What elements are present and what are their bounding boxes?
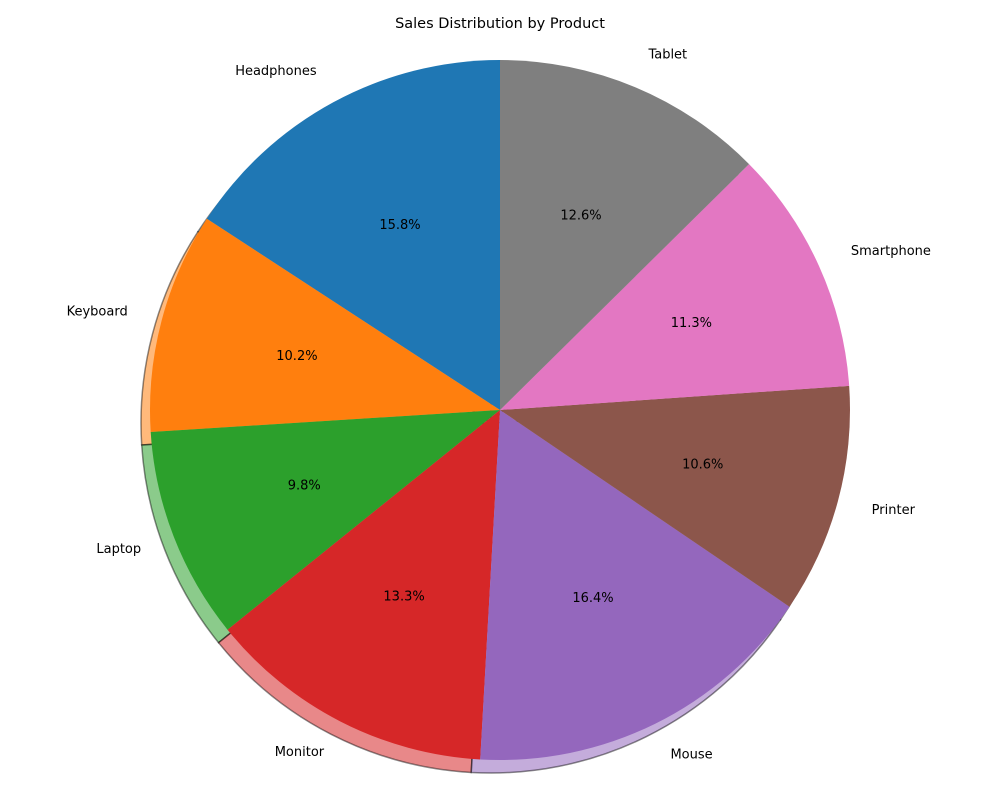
category-label-mouse: Mouse — [670, 748, 712, 763]
pie-slice-keyboard — [150, 218, 500, 432]
pie-slice-monitor — [227, 410, 500, 760]
pie-slice-headphones — [206, 60, 501, 410]
category-label-monitor: Monitor — [275, 745, 325, 760]
category-label-tablet: Tablet — [647, 47, 687, 62]
pie-slice-mouse — [480, 410, 790, 760]
chart-title: Sales Distribution by Product — [395, 16, 605, 32]
pie-slice-smartphone — [500, 164, 850, 410]
category-label-keyboard: Keyboard — [67, 304, 128, 319]
category-label-laptop: Laptop — [96, 542, 141, 557]
percent-label-headphones: 15.8% — [379, 218, 420, 233]
percent-label-mouse: 16.4% — [572, 591, 613, 606]
pie-slice-tablet — [500, 60, 750, 410]
label-layer: Headphones 15.8% Keyboard 10.2% Laptop 9.8% Mo… — [67, 47, 931, 762]
percent-label-smartphone: 11.3% — [671, 316, 712, 331]
percent-label-tablet: 12.6% — [560, 209, 601, 224]
category-label-headphones: Headphones — [235, 64, 317, 79]
percent-label-keyboard: 10.2% — [276, 349, 317, 364]
percent-label-printer: 10.6% — [682, 457, 723, 472]
percent-label-monitor: 13.3% — [383, 589, 424, 604]
percent-label-laptop: 9.8% — [288, 479, 321, 494]
category-label-smartphone: Smartphone — [851, 244, 931, 259]
pie-slice-printer — [500, 385, 850, 607]
category-label-printer: Printer — [872, 503, 916, 518]
slice-layer — [150, 60, 850, 760]
pie-slice-laptop — [150, 410, 500, 630]
